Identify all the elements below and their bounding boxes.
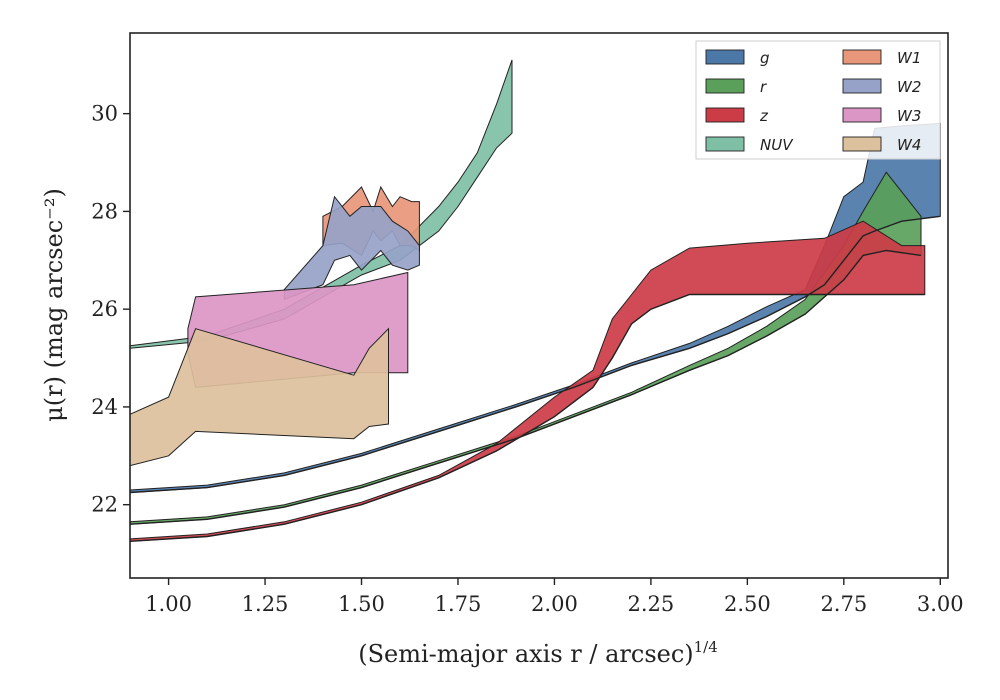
profile-line-r: [130, 249, 922, 525]
x-tick-label: 2.75: [820, 592, 867, 616]
legend: grz NUV W1 W2 W3 W4: [695, 40, 941, 160]
band-layer: [130, 59, 941, 542]
legend-swatch-w2: [842, 78, 882, 94]
profile-line-g: [130, 215, 941, 494]
x-tick-label: 1.75: [435, 592, 482, 616]
y-tick-label: 22: [91, 493, 118, 517]
legend-swatch-z: [705, 107, 745, 123]
x-tick-label: 2.50: [724, 592, 771, 616]
legend-label-w3: W3: [897, 107, 921, 125]
legend-swatch-w3: [842, 107, 882, 123]
x-tick-label: 2.00: [531, 592, 578, 616]
y-tick-label: 24: [91, 395, 118, 419]
y-axis: 22 24 26 28 30: [91, 102, 130, 517]
legend-label-z: z: [759, 107, 769, 125]
band-w2: [283, 195, 420, 301]
legend-label-w1: W1: [897, 49, 921, 67]
x-tick-label: 1.25: [242, 592, 289, 616]
legend-swatch-r: [705, 78, 745, 94]
legend-swatch-w1: [842, 49, 882, 65]
y-axis-label: μ(r) (mag arcsec⁻²): [40, 188, 68, 422]
plot-frame: [129, 32, 949, 579]
y-tick-label: 28: [91, 199, 118, 223]
x-tick-label: 1.50: [338, 592, 385, 616]
legend-swatch-w4: [842, 136, 882, 152]
legend-label-g: g: [760, 49, 770, 67]
legend-label-w2: W2: [897, 78, 921, 96]
legend-label-nuv: NUV: [760, 136, 794, 154]
band-w4: [130, 327, 389, 467]
legend-label-r: r: [760, 78, 767, 96]
legend-swatch-g: [705, 49, 745, 65]
legend-swatch-nuv: [705, 136, 745, 152]
x-tick-label: 3.00: [917, 592, 964, 616]
x-tick-label: 2.25: [628, 592, 675, 616]
x-axis-label-sup: 1/4: [694, 638, 718, 656]
x-axis: 1.00 1.25 1.50 1.75 2.00 2.25 2.50 2.75 3.00: [145, 578, 964, 616]
profile-line-z: [130, 293, 925, 542]
legend-label-w4: W4: [897, 136, 921, 154]
y-tick-label: 26: [91, 297, 118, 321]
y-tick-label: 30: [91, 102, 118, 126]
profile-lines: [130, 215, 941, 542]
x-tick-label: 1.00: [145, 592, 192, 616]
x-axis-label: (Semi-major axis r / arcsec)1/4: [358, 638, 718, 668]
x-axis-label-text: (Semi-major axis r / arcsec): [358, 640, 693, 668]
